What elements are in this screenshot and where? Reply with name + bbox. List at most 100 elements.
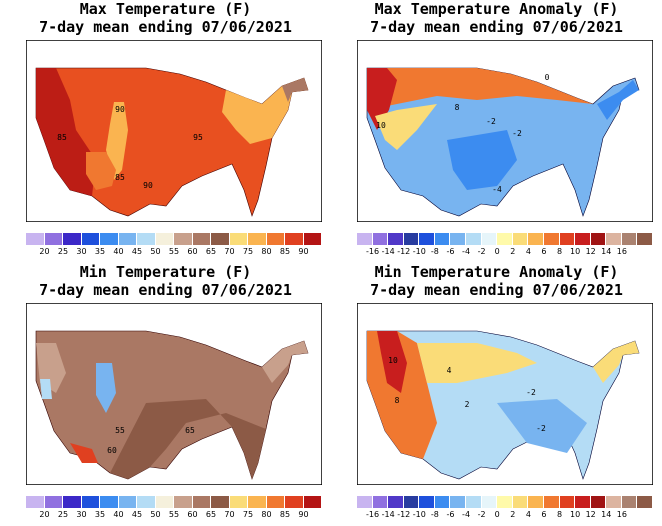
map-label: 2 [465,400,470,409]
colorbar-tick-label: -10 [412,247,426,256]
colorbar-swatch [434,496,451,508]
colorbar-swatch [606,496,622,508]
panel-title: Max Temperature Anomaly (F) [374,0,619,18]
map-label: 0 [545,73,550,82]
colorbar-tick-label: 20 [39,247,50,256]
panel-max-temperature-anomaly: Max Temperature Anomaly (F) 7-day mean e… [331,0,662,263]
colorbar-swatch [403,496,420,508]
colorbar-swatch [81,496,100,508]
colorbar-swatch [388,233,404,245]
colorbar-tick-label: 12 [585,510,596,519]
colorbar-swatch [248,233,267,245]
colorbar-swatch [229,233,248,245]
colorbar-tick-label: -12 [397,510,411,519]
colorbar-swatch [575,496,591,508]
map-label: -2 [536,424,546,433]
colorbar-swatch [419,496,435,508]
colorbar-swatch [466,233,482,245]
map-label: 65 [185,426,195,435]
colorbar-swatch [575,233,591,245]
colorbar-tick-label: 40 [113,247,124,256]
colorbar-swatch [266,496,285,508]
colorbar-ticks: 20 25 30 35 40 45 50 55 60 65 70 75 80 85 90 [26,510,322,522]
colorbar-swatch [434,233,451,245]
map-label: -2 [486,117,496,126]
colorbar-swatch [26,496,45,508]
colorbar-tick-label: 0 [494,510,500,519]
colorbar-swatch [621,496,638,508]
colorbar-tick-label: 90 [298,247,309,256]
colorbar-tick-label: 12 [585,247,596,256]
colorbar-tick-label: 75 [242,510,254,519]
colorbar-swatch [590,496,607,508]
colorbar-tick-label: 60 [187,510,198,519]
colorbar-tick-label: -10 [412,510,426,519]
colorbar-swatch [118,233,137,245]
colorbar-tick-label: 16 [616,510,627,519]
colorbar-tick-label: 90 [298,510,309,519]
colorbar-tick-label: -16 [366,510,380,519]
colorbar [357,496,653,508]
map-label: 95 [193,133,203,142]
colorbar-tick-label: 20 [39,510,50,519]
colorbar-tick-label: -8 [430,510,439,519]
colorbar-tick-label: 25 [57,247,69,256]
panel-title: Min Temperature Anomaly (F) [374,263,619,281]
colorbar-tick-label: 35 [94,247,106,256]
colorbar-swatch [543,233,560,245]
colorbar-swatch [229,496,248,508]
colorbar-swatch [118,496,137,508]
colorbar-swatch [372,496,389,508]
colorbar-tick-label: 85 [279,247,291,256]
colorbar-tick-label: 80 [261,247,272,256]
colorbar-tick-label: -12 [397,247,411,256]
colorbar-swatch [559,496,576,508]
colorbar-tick-label: 2 [510,247,516,256]
colorbar-swatch [303,496,322,508]
colorbar-swatch [285,233,304,245]
panel-subtitle: 7-day mean ending 07/06/2021 [39,281,292,299]
colorbar-tick-label: 35 [94,510,106,519]
max-temperature-anomaly-map: 0 8 10 -2 -2 -4 [357,40,653,222]
map-label: 85 [115,173,125,182]
colorbar-tick-label: 10 [570,247,581,256]
colorbar-tick-label: 4 [525,247,531,256]
colorbar-ticks: -16 -14 -12 -10 -8 -6 -4 -2 0 2 4 6 8 10 12 14 16 [357,510,653,522]
colorbar-tick-label: -2 [477,510,486,519]
colorbar-swatch [303,233,322,245]
panel-subtitle: 7-day mean ending 07/06/2021 [370,281,623,299]
map-label: -2 [512,129,522,138]
map-label: 8 [395,396,400,405]
map-label: 10 [388,356,398,365]
colorbar-swatch [100,496,119,508]
min-temperature-anomaly-map: 10 4 8 2 -2 -2 [357,303,653,485]
colorbar-swatch [481,496,498,508]
colorbar-swatch [248,496,267,508]
colorbar-swatch [266,233,285,245]
colorbar-swatch [357,496,373,508]
colorbar-swatch [44,496,63,508]
colorbar-swatch [606,233,622,245]
panel-max-temperature: Max Temperature (F) 7-day mean ending 07… [0,0,331,263]
colorbar-tick-label: 14 [601,247,612,256]
colorbar-swatch [155,496,174,508]
colorbar-tick-label: 8 [556,510,563,519]
colorbar-tick-label: 0 [494,247,500,256]
map-label: 85 [57,133,67,142]
colorbar-tick-label: 60 [187,247,198,256]
colorbar-swatch [155,233,174,245]
max-temperature-map: 90 85 95 85 90 [26,40,322,222]
colorbar-swatch [192,496,211,508]
colorbar-tick-label: 30 [76,247,87,256]
colorbar [357,233,653,245]
colorbar-tick-label: -8 [430,247,439,256]
colorbar-swatch [174,233,193,245]
colorbar-tick-label: 50 [150,510,161,519]
colorbar-tick-label: 2 [510,510,516,519]
colorbar-ticks: -16 -14 -12 -10 -8 -6 -4 -2 0 2 4 6 8 10 12 14 16 [357,247,653,259]
colorbar-tick-label: 80 [261,510,272,519]
colorbar-tick-label: -6 [446,247,455,256]
colorbar [26,496,322,508]
colorbar-swatch [26,233,45,245]
colorbar-tick-label: -6 [446,510,455,519]
